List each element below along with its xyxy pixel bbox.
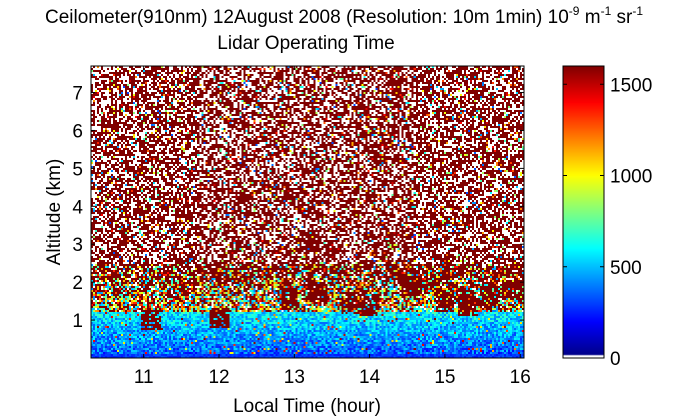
x-axis: 11 12 13 14 15 16 [134,66,531,388]
y-tick-label: 5 [72,159,83,180]
heatmap-cells [91,66,524,358]
colorbar-tick-label: 1500 [610,75,652,96]
colorbar-frame [562,65,605,359]
x-axis-label: Local Time (hour) [233,396,381,417]
colorbar [562,65,605,359]
plot-frame [90,65,525,359]
chart-title: Ceilometer(910nm) 12August 2008 (Resolut… [45,4,643,54]
x-tick-label: 12 [208,367,229,388]
x-tick-label: 16 [510,367,531,388]
x-tick-label: 14 [359,367,381,388]
y-tick-label: 4 [72,197,83,218]
colorbar-tick-label: 500 [610,258,642,279]
y-tick-label: 2 [72,273,83,294]
y-tick-label: 6 [72,121,83,142]
y-tick-label: 7 [72,84,83,105]
y-axis-label: Altitude (km) [44,159,65,266]
x-tick-label: 13 [284,367,305,388]
y-tick-label: 1 [72,311,83,332]
y-tick-label: 3 [72,235,83,256]
x-tick-label: 11 [134,367,154,388]
x-tick-label: 15 [434,367,455,388]
colorbar-tick-label: 0 [610,349,621,370]
y-axis: 1 2 3 4 5 6 7 [72,84,524,332]
title-line-2: Lidar Operating Time [217,33,394,54]
colorbar-ticks: 0 500 1000 1500 [563,75,652,370]
colorbar-gradient [563,66,604,358]
colorbar-tick-label: 1000 [610,167,652,188]
title-line-1: Ceilometer(910nm) 12August 2008 (Resolut… [45,4,643,28]
heatmap-image [91,66,524,358]
